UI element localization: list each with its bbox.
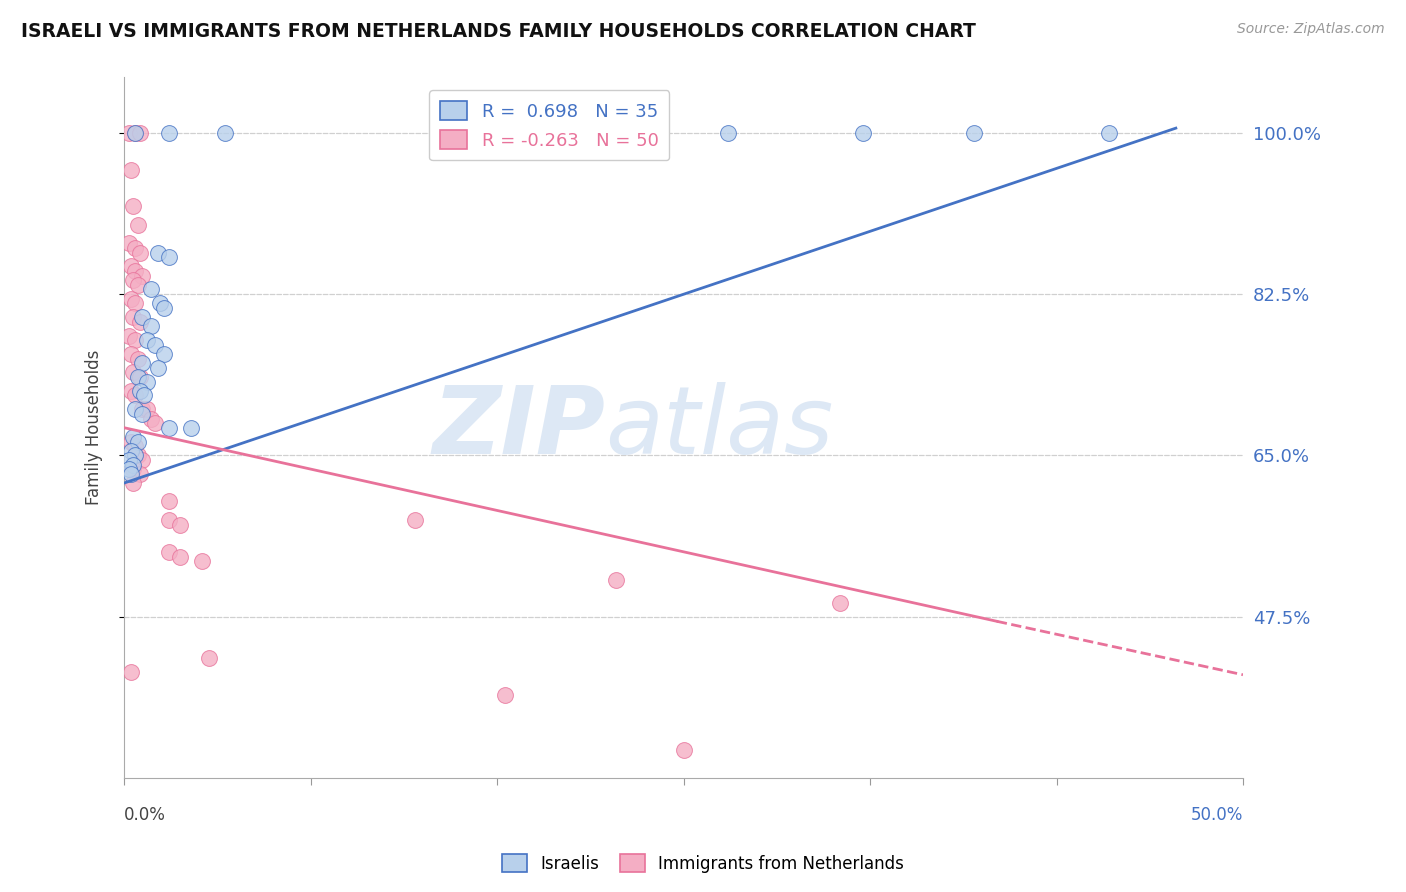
Point — [124, 264, 146, 278]
Point — [717, 126, 740, 140]
Point — [169, 517, 191, 532]
Point — [153, 301, 176, 315]
Point — [139, 411, 162, 425]
Point — [605, 573, 627, 587]
Point — [963, 126, 986, 140]
Point — [117, 236, 139, 251]
Point — [131, 356, 153, 370]
Point — [122, 476, 145, 491]
Y-axis label: Family Households: Family Households — [86, 350, 103, 506]
Point — [128, 245, 150, 260]
Text: 50.0%: 50.0% — [1191, 806, 1243, 824]
Point — [120, 260, 142, 274]
Point — [128, 370, 150, 384]
Point — [157, 126, 180, 140]
Point — [124, 402, 146, 417]
Point — [851, 126, 873, 140]
Point — [131, 268, 153, 283]
Point — [127, 351, 149, 366]
Point — [124, 296, 146, 310]
Text: Source: ZipAtlas.com: Source: ZipAtlas.com — [1237, 22, 1385, 37]
Point — [145, 338, 167, 352]
Point — [117, 126, 139, 140]
Point — [157, 421, 180, 435]
Point — [127, 277, 149, 292]
Text: atlas: atlas — [605, 383, 834, 474]
Point — [120, 162, 142, 177]
Point — [830, 596, 852, 610]
Point — [124, 439, 146, 453]
Point — [128, 467, 150, 481]
Point — [198, 651, 221, 665]
Point — [120, 347, 142, 361]
Point — [124, 126, 146, 140]
Point — [135, 333, 157, 347]
Point — [131, 453, 153, 467]
Point — [122, 366, 145, 380]
Point — [117, 453, 139, 467]
Point — [131, 310, 153, 325]
Point — [157, 250, 180, 264]
Point — [131, 407, 153, 421]
Point — [494, 688, 516, 702]
Point — [124, 333, 146, 347]
Point — [120, 443, 142, 458]
Point — [135, 402, 157, 417]
Point — [153, 347, 176, 361]
Point — [127, 370, 149, 384]
Point — [128, 384, 150, 398]
Point — [134, 388, 156, 402]
Point — [672, 743, 695, 757]
Point — [139, 319, 162, 334]
Point — [1098, 126, 1121, 140]
Point — [157, 513, 180, 527]
Point — [122, 310, 145, 325]
Point — [180, 421, 202, 435]
Point — [146, 360, 169, 375]
Point — [124, 388, 146, 402]
Point — [120, 384, 142, 398]
Point — [146, 245, 169, 260]
Point — [120, 292, 142, 306]
Point — [128, 315, 150, 329]
Point — [122, 462, 145, 476]
Point — [214, 126, 236, 140]
Point — [124, 241, 146, 255]
Text: ZIP: ZIP — [433, 382, 605, 474]
Legend: Israelis, Immigrants from Netherlands: Israelis, Immigrants from Netherlands — [496, 847, 910, 880]
Text: 0.0%: 0.0% — [124, 806, 166, 824]
Point — [149, 296, 172, 310]
Point — [117, 328, 139, 343]
Point — [122, 430, 145, 444]
Point — [128, 126, 150, 140]
Point — [120, 434, 142, 449]
Point — [117, 462, 139, 476]
Point — [169, 549, 191, 564]
Point — [124, 126, 146, 140]
Text: ISRAELI VS IMMIGRANTS FROM NETHERLANDS FAMILY HOUSEHOLDS CORRELATION CHART: ISRAELI VS IMMIGRANTS FROM NETHERLANDS F… — [21, 22, 976, 41]
Point — [157, 545, 180, 559]
Point — [145, 416, 167, 430]
Point — [135, 375, 157, 389]
Point — [120, 665, 142, 679]
Point — [122, 458, 145, 472]
Point — [131, 402, 153, 417]
Point — [122, 273, 145, 287]
Point — [139, 282, 162, 296]
Point — [191, 554, 214, 568]
Legend: R =  0.698   N = 35, R = -0.263   N = 50: R = 0.698 N = 35, R = -0.263 N = 50 — [429, 90, 669, 161]
Point — [404, 513, 426, 527]
Point — [124, 449, 146, 463]
Point — [127, 434, 149, 449]
Point — [122, 199, 145, 213]
Point — [120, 467, 142, 481]
Point — [157, 494, 180, 508]
Point — [127, 218, 149, 232]
Point — [127, 449, 149, 463]
